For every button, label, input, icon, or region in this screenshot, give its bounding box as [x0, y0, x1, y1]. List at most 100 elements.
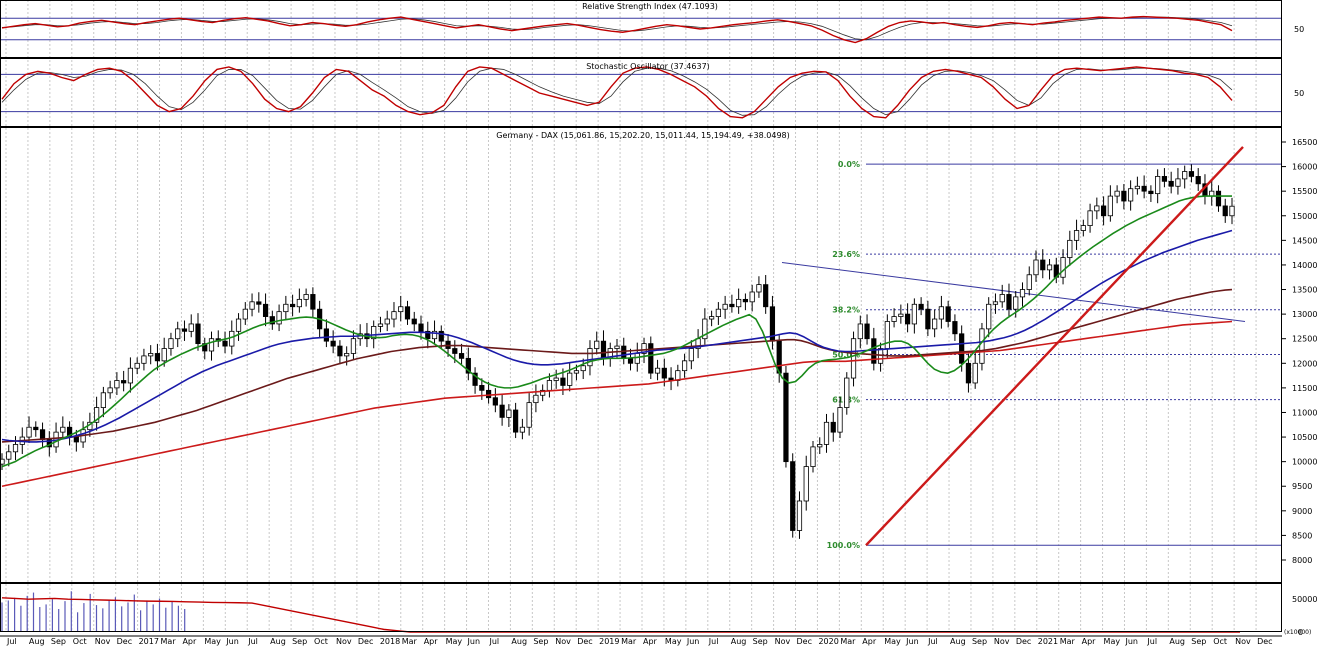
- month-label: Mar: [840, 637, 856, 646]
- rsi-panel: [0, 15, 1282, 44]
- candle: [141, 348, 147, 371]
- price-ytick-label: 14000: [1292, 261, 1317, 270]
- candle: [1229, 197, 1235, 225]
- candle: [303, 288, 309, 307]
- price-ytick-label: 16500: [1292, 138, 1317, 147]
- candle: [1019, 282, 1026, 307]
- candle: [817, 437, 823, 455]
- candle: [715, 302, 721, 325]
- candle: [1188, 164, 1195, 183]
- candle: [1114, 185, 1120, 204]
- candle: [26, 416, 32, 443]
- candle: [330, 330, 336, 354]
- month-label: Aug: [731, 637, 747, 646]
- month-label: Jun: [686, 637, 700, 646]
- month-label: 2020: [818, 637, 838, 646]
- month-label: Dec: [577, 637, 592, 646]
- month-label: Jul: [247, 637, 258, 646]
- month-label: Jul: [708, 637, 719, 646]
- candle: [1195, 168, 1201, 191]
- fib-level-label: 50.0%: [832, 350, 860, 359]
- month-label: Jun: [467, 637, 481, 646]
- candle: [891, 308, 897, 328]
- candle: [175, 321, 181, 348]
- fib-level-label: 23.6%: [832, 250, 860, 259]
- price-ytick-label: 14500: [1292, 236, 1317, 245]
- candle: [1155, 169, 1161, 204]
- candle: [499, 394, 505, 426]
- candle: [905, 303, 911, 333]
- month-label: Mar: [402, 637, 418, 646]
- stoch-ytick: 50: [1294, 89, 1304, 98]
- month-label: Aug: [511, 637, 527, 646]
- candle: [107, 380, 113, 399]
- month-label: Apr: [862, 637, 877, 646]
- fib-level-label: 0.0%: [838, 160, 860, 169]
- candle: [492, 388, 498, 413]
- candle: [458, 343, 465, 365]
- month-label: Apr: [643, 637, 658, 646]
- candle: [1080, 219, 1086, 237]
- candle: [1209, 180, 1215, 206]
- candle: [411, 311, 417, 332]
- candle: [377, 316, 384, 333]
- candle: [1148, 185, 1154, 202]
- month-label: Jun: [225, 637, 239, 646]
- month-label: Nov: [95, 637, 111, 646]
- candle: [506, 404, 512, 427]
- candle: [722, 295, 728, 319]
- candle: [276, 304, 282, 332]
- month-label: Sep: [51, 637, 66, 646]
- candle: [925, 300, 931, 337]
- candle: [763, 275, 769, 314]
- month-label: Sep: [972, 637, 987, 646]
- candle: [540, 384, 546, 402]
- candle: [790, 453, 796, 538]
- candle: [594, 331, 600, 355]
- candle: [283, 295, 289, 321]
- candle: [553, 369, 559, 389]
- candle: [688, 340, 694, 370]
- candle: [1141, 175, 1147, 199]
- panel-frame: [0, 583, 1282, 632]
- price-ytick-label: 11000: [1292, 408, 1317, 417]
- candle: [398, 295, 404, 322]
- candle: [310, 287, 316, 318]
- month-label: 2019: [599, 637, 619, 646]
- candle: [1094, 197, 1100, 220]
- support-trendline: [865, 146, 1244, 547]
- candle: [709, 310, 715, 327]
- candle: [465, 347, 471, 381]
- candle: [844, 372, 850, 415]
- fib-level-label: 100.0%: [827, 541, 860, 550]
- month-label: Dec: [1257, 637, 1272, 646]
- candle: [965, 353, 972, 393]
- candle: [0, 453, 5, 471]
- month-label: Apr: [424, 637, 439, 646]
- candle: [161, 337, 167, 367]
- month-label: Nov: [1235, 637, 1251, 646]
- candle: [992, 293, 999, 314]
- resistance-trendline: [781, 261, 1246, 322]
- month-label: Mar: [621, 637, 637, 646]
- candle: [262, 293, 269, 327]
- price-ytick-label: 12000: [1292, 359, 1317, 368]
- price-ytick-label: 15500: [1292, 187, 1317, 196]
- stochastic-panel: [0, 66, 1282, 119]
- candle: [323, 319, 329, 348]
- candle: [938, 295, 944, 329]
- candle: [587, 340, 593, 376]
- month-label: Nov: [555, 637, 571, 646]
- month-label: Sep: [753, 637, 768, 646]
- candle: [6, 444, 12, 467]
- candle: [756, 276, 762, 298]
- candle: [188, 314, 194, 338]
- candle: [425, 321, 431, 349]
- month-label: Oct: [1213, 637, 1227, 646]
- month-label: Jun: [905, 637, 919, 646]
- candle: [945, 300, 951, 328]
- candle: [1161, 168, 1168, 188]
- candle: [1168, 171, 1174, 194]
- volume-ma-line: [1, 597, 411, 633]
- candle: [256, 292, 262, 313]
